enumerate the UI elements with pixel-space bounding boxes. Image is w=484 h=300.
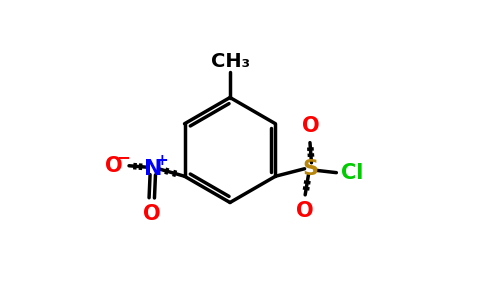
Text: O: O bbox=[106, 156, 123, 176]
Text: CH₃: CH₃ bbox=[211, 52, 249, 71]
Text: O: O bbox=[143, 205, 160, 224]
Text: O: O bbox=[296, 201, 313, 221]
Text: −: − bbox=[116, 148, 130, 166]
Text: +: + bbox=[155, 153, 168, 168]
Text: Cl: Cl bbox=[342, 163, 364, 183]
Text: N: N bbox=[144, 159, 162, 179]
Text: S: S bbox=[302, 159, 318, 179]
Text: O: O bbox=[302, 116, 319, 136]
